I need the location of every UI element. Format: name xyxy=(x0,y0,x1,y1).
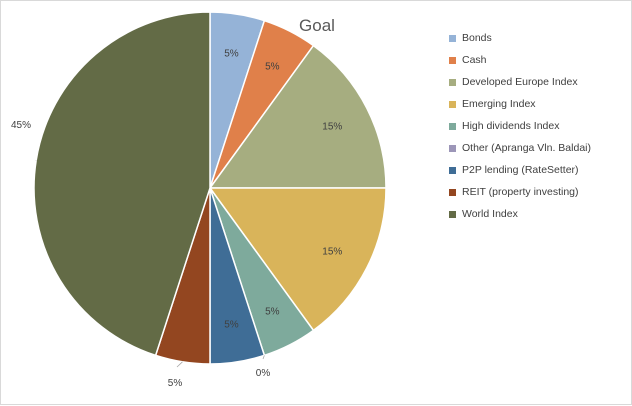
data-label-emerging-index: 15% xyxy=(322,246,342,257)
legend-label: High dividends Index xyxy=(462,120,559,132)
legend-label: Developed Europe Index xyxy=(462,76,578,88)
legend-swatch xyxy=(449,57,456,64)
legend-swatch xyxy=(449,211,456,218)
legend-label: REIT (property investing) xyxy=(462,186,579,198)
legend-item-bonds: Bonds xyxy=(449,27,591,49)
legend-item-emerging-index: Emerging Index xyxy=(449,93,591,115)
legend-label: Bonds xyxy=(462,32,492,44)
legend-label: Cash xyxy=(462,54,487,66)
legend-item-developed-europe-index: Developed Europe Index xyxy=(449,71,591,93)
legend-label: World Index xyxy=(462,208,518,220)
legend-item-high-dividends-index: High dividends Index xyxy=(449,115,591,137)
chart-title: Goal xyxy=(299,16,335,35)
legend-swatch xyxy=(449,145,456,152)
legend-swatch xyxy=(449,35,456,42)
data-label-other-apranga-vln-baldai: 0% xyxy=(256,368,271,379)
legend-label: Emerging Index xyxy=(462,98,536,110)
legend-item-p2p-lending-ratesetter: P2P lending (RateSetter) xyxy=(449,159,591,181)
data-label-reit-property-investing: 5% xyxy=(168,378,183,389)
legend-swatch xyxy=(449,79,456,86)
legend-swatch xyxy=(449,189,456,196)
data-label-bonds: 5% xyxy=(224,48,239,59)
legend-label: P2P lending (RateSetter) xyxy=(462,164,579,176)
legend-item-other-apranga-vln-baldai: Other (Apranga Vln. Baldai) xyxy=(449,137,591,159)
legend-item-reit-property-investing: REIT (property investing) xyxy=(449,181,591,203)
data-label-developed-europe-index: 15% xyxy=(322,122,342,133)
legend-label: Other (Apranga Vln. Baldai) xyxy=(462,142,591,154)
data-label-world-index: 45% xyxy=(11,120,31,131)
leader-line-reit-property-investing xyxy=(177,362,182,367)
legend-swatch xyxy=(449,123,456,130)
legend-swatch xyxy=(449,101,456,108)
chart-legend: Bonds Cash Developed Europe Index Emerging … xyxy=(449,27,591,225)
legend-item-world-index: World Index xyxy=(449,203,591,225)
data-label-high-dividends-index: 5% xyxy=(265,306,280,317)
data-label-p2p-lending-ratesetter: 5% xyxy=(224,320,239,331)
data-label-cash: 5% xyxy=(265,62,280,73)
legend-swatch xyxy=(449,167,456,174)
legend-item-cash: Cash xyxy=(449,49,591,71)
